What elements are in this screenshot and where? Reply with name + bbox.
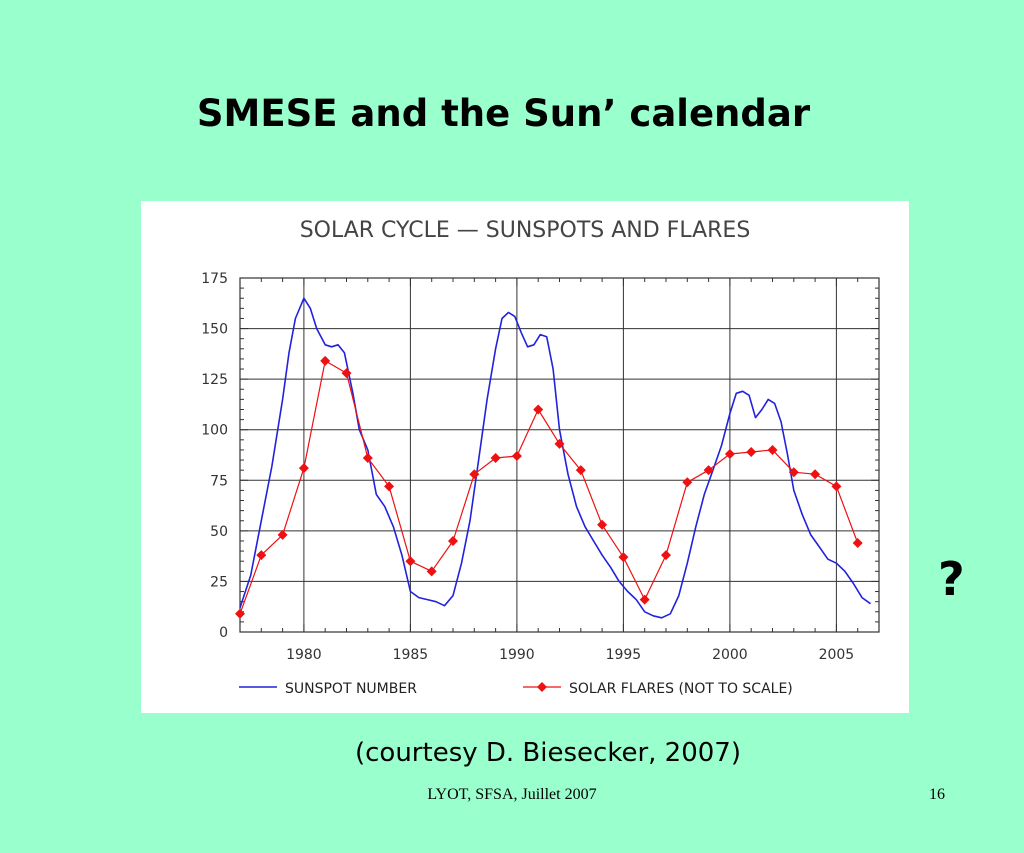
flare-point [661, 550, 671, 561]
x-tick-label: 1990 [499, 647, 535, 663]
x-tick-label: 1995 [606, 647, 642, 663]
flare-point [256, 550, 267, 561]
flare-point [618, 552, 629, 563]
page-number: 16 [929, 786, 945, 803]
flare-point [405, 556, 416, 567]
flare-point [852, 537, 863, 548]
chart-panel: SOLAR CYCLE — SUNSPOTS AND FLARES 0 25 50 7… [141, 201, 909, 713]
flare-point [746, 446, 757, 457]
flare-point [724, 448, 735, 459]
plot-frame [239, 277, 880, 633]
flares-series-line [239, 360, 859, 615]
question-mark: ? [938, 552, 965, 606]
x-tick-label: 1980 [286, 647, 322, 663]
legend-flares-marker [537, 682, 547, 692]
y-tick-label: 175 [201, 271, 228, 287]
y-tick-label: 100 [201, 423, 228, 439]
flare-point [277, 529, 288, 540]
flare-point [341, 368, 352, 379]
flare-point [235, 608, 245, 619]
grid [240, 278, 879, 632]
flare-point [426, 566, 437, 577]
slide-title: SMESE and the Sun’ calendar [196, 92, 811, 135]
flare-point [511, 451, 522, 462]
flare-point [831, 481, 842, 492]
flare-point [448, 535, 458, 546]
flare-point [490, 453, 501, 464]
flare-point [298, 463, 309, 474]
legend-flares-label: SOLAR FLARES (NOT TO SCALE) [569, 681, 793, 697]
flare-point [469, 469, 480, 480]
y-tick-label: 0 [219, 625, 228, 641]
flare-point [575, 465, 586, 476]
courtesy-caption: (courtesy D. Biesecker, 2007) [354, 738, 741, 768]
flare-point [362, 453, 373, 464]
y-tick-label: 50 [210, 524, 228, 540]
flare-point [384, 481, 395, 492]
flare-point [767, 444, 778, 455]
flare-point [810, 469, 821, 480]
flare-point [703, 465, 714, 476]
flare-point [682, 477, 693, 488]
series-layer [235, 297, 871, 619]
solar-cycle-chart: SOLAR CYCLE — SUNSPOTS AND FLARES 0 25 50 7… [201, 218, 880, 697]
flare-point [554, 438, 565, 449]
y-tick-label: 150 [201, 322, 228, 338]
y-tick-label: 25 [210, 574, 228, 590]
flare-point [639, 594, 650, 605]
x-tick-label: 2000 [712, 647, 748, 663]
flare-point [320, 355, 331, 366]
flare-point [597, 519, 608, 530]
y-tick-label: 125 [201, 372, 228, 388]
footer-text: LYOT, SFSA, Juillet 2007 [427, 786, 597, 803]
axis-ticks: 0 25 50 75 100 125 150 175 1980 1985 1990 1995 2000 2… [201, 271, 880, 663]
flare-point [788, 467, 799, 478]
legend: SUNSPOT NUMBER SOLAR FLARES (NOT TO SCAL… [239, 681, 793, 697]
chart-title: SOLAR CYCLE — SUNSPOTS AND FLARES [300, 218, 751, 243]
flare-point [533, 404, 544, 415]
sunspot-series-line [239, 297, 871, 619]
legend-sunspot-label: SUNSPOT NUMBER [285, 681, 417, 697]
x-tick-label: 2005 [819, 647, 855, 663]
y-tick-label: 75 [210, 473, 228, 489]
x-tick-label: 1985 [393, 647, 429, 663]
